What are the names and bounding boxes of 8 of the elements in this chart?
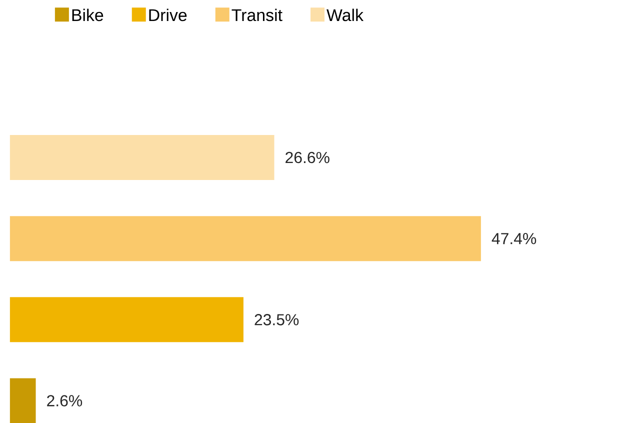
legend-label: Transit	[232, 8, 282, 22]
data-label: 23.5%	[254, 314, 299, 326]
data-label: 47.4%	[492, 232, 536, 244]
legend-label: Bike	[72, 8, 104, 22]
legend-label: Walk	[326, 8, 364, 22]
data-label: 26.6%	[286, 152, 330, 164]
data-label: 2.6%	[47, 394, 82, 406]
legend-label: Drive	[149, 8, 187, 22]
